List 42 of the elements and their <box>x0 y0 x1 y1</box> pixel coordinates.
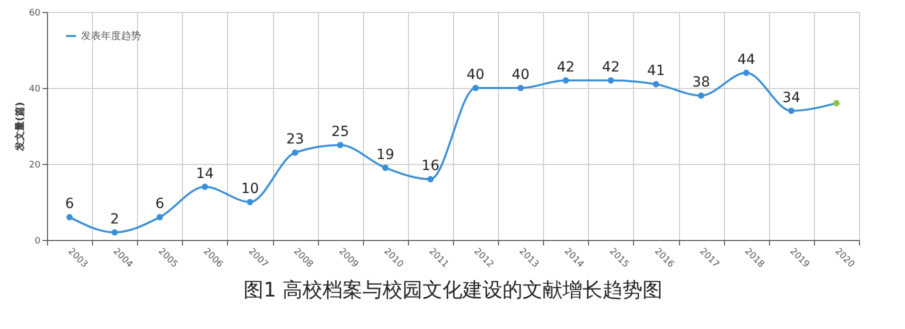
text: 图1 高校档案与校园文化建设的文献增长趋势图 <box>243 278 663 302</box>
data-label: 38 <box>692 74 710 91</box>
point <box>562 77 569 84</box>
point <box>292 149 298 156</box>
point <box>112 229 118 236</box>
point <box>382 164 388 171</box>
data-label: 42 <box>556 59 575 76</box>
point <box>246 198 254 206</box>
point <box>833 100 840 106</box>
point <box>698 92 704 99</box>
data-label: 10 <box>241 181 259 197</box>
data-label: 34 <box>782 90 800 106</box>
data-label: 40 <box>512 67 530 83</box>
point <box>788 108 794 114</box>
point <box>427 176 434 182</box>
legend-label: 发表年度趋势 <box>81 30 141 42</box>
data-label: 25 <box>331 124 350 140</box>
data-label: 2 <box>110 211 120 228</box>
data-label: 44 <box>737 52 756 68</box>
y-tick-label: 0 <box>34 236 41 246</box>
data-label: 14 <box>196 166 214 182</box>
y-tick-label: 60 <box>29 8 41 18</box>
point <box>652 81 660 88</box>
point <box>743 70 750 76</box>
point <box>472 84 479 92</box>
point <box>66 214 73 220</box>
y-tick-label: 40 <box>29 84 41 94</box>
data-label: 16 <box>422 158 440 174</box>
y-tick-label: 20 <box>29 160 41 170</box>
point <box>608 77 614 84</box>
data-label: 41 <box>647 63 665 80</box>
data-label: 19 <box>376 146 394 163</box>
point <box>337 142 344 148</box>
data-label: 42 <box>602 59 620 76</box>
data-label: 40 <box>466 67 484 83</box>
point <box>202 184 208 190</box>
point <box>518 84 524 92</box>
y-axis-title: 发文量(篇) <box>14 102 26 152</box>
data-label: 23 <box>286 132 304 148</box>
data-label: 6 <box>65 196 74 212</box>
point <box>156 214 163 220</box>
data-label: 6 <box>155 196 164 212</box>
